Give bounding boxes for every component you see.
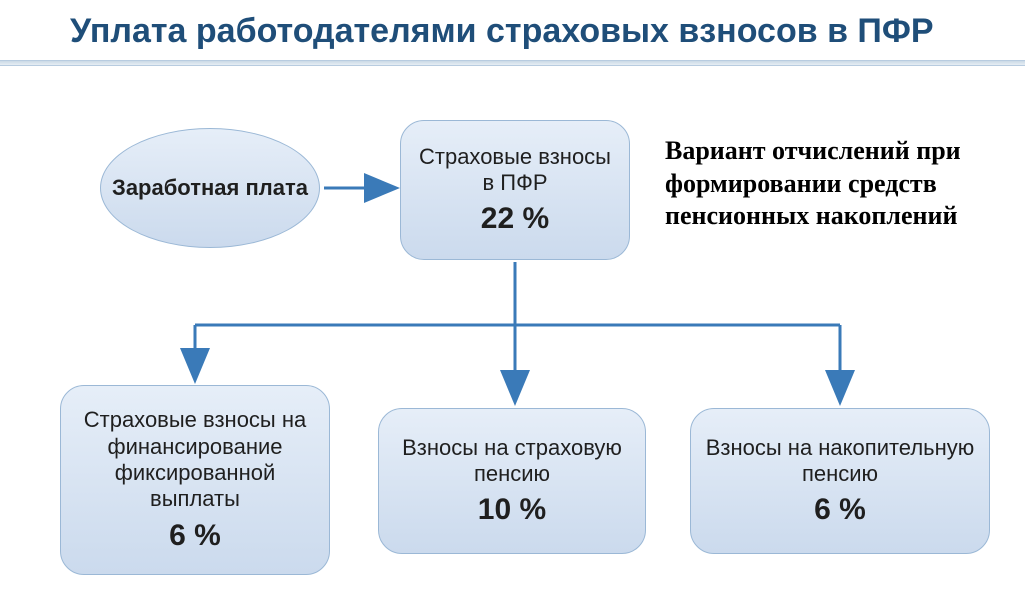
node-salary-label: Заработная плата — [112, 175, 308, 201]
title-divider — [0, 60, 1025, 66]
node-branch-3: Взносы на накопительную пенсию 6 % — [690, 408, 990, 554]
side-description: Вариант отчислений при формировании сред… — [665, 135, 1005, 233]
node-branch-1-label: Страховые взносы на финансирование фикси… — [71, 407, 319, 513]
node-branch-1-percent: 6 % — [169, 519, 221, 553]
node-salary: Заработная плата — [100, 128, 320, 248]
node-branch-1: Страховые взносы на финансирование фикси… — [60, 385, 330, 575]
node-branch-2: Взносы на страховую пенсию 10 % — [378, 408, 646, 554]
node-branch-3-percent: 6 % — [814, 493, 866, 527]
node-main-label: Страховые взносы в ПФР — [411, 144, 619, 197]
node-branch-2-label: Взносы на страховую пенсию — [389, 435, 635, 488]
node-main: Страховые взносы в ПФР 22 % — [400, 120, 630, 260]
node-branch-3-label: Взносы на накопительную пенсию — [701, 435, 979, 488]
node-main-percent: 22 % — [481, 202, 549, 236]
page-title: Уплата работодателями страховых взносов … — [70, 12, 934, 51]
node-branch-2-percent: 10 % — [478, 493, 546, 527]
